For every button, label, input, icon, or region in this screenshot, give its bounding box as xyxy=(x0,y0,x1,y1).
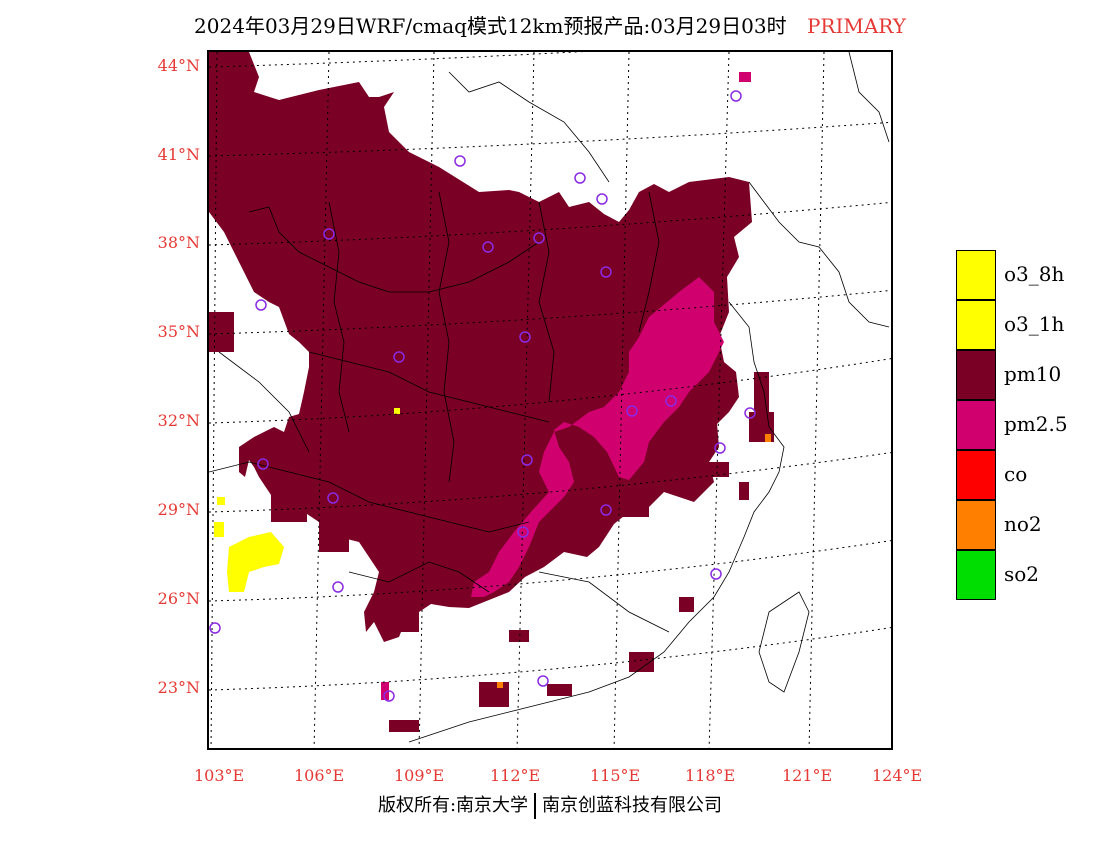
map-title: 2024年03月29日WRF/cmaq模式12km预报产品:03月29日03时 … xyxy=(0,10,1100,39)
pm25-patch xyxy=(381,682,389,700)
pollutant-legend: o3_8h o3_1h pm10 pm2.5 co no2 so2 xyxy=(956,250,1096,600)
boundary-lines xyxy=(209,52,890,743)
title-primary-tag: PRIMARY xyxy=(806,14,906,38)
lat-label-35: 35°N xyxy=(157,322,200,341)
o3-patch xyxy=(217,497,225,505)
map-canvas xyxy=(209,52,891,748)
footer-divider xyxy=(534,793,537,819)
station-markers xyxy=(209,90,756,702)
pm25-patch xyxy=(739,72,751,82)
legend-swatch xyxy=(956,550,996,600)
pm10-patch xyxy=(679,597,694,612)
no2-patch xyxy=(765,434,771,442)
lon-label-106: 106°E xyxy=(294,766,345,785)
legend-label: no2 xyxy=(1004,512,1042,536)
pm10-patch xyxy=(547,684,572,696)
legend-label: pm2.5 xyxy=(1004,412,1068,436)
legend-item-pm25: pm2.5 xyxy=(956,400,1096,450)
lat-label-44: 44°N xyxy=(157,56,200,75)
pm10-patch xyxy=(619,502,649,517)
lat-label-38: 38°N xyxy=(157,233,200,252)
legend-item-o3-8h: o3_8h xyxy=(956,250,1096,300)
legend-label: o3_1h xyxy=(1004,312,1065,336)
lat-label-23: 23°N xyxy=(157,678,200,697)
lon-label-112: 112°E xyxy=(490,766,541,785)
pm10-patch xyxy=(389,720,419,732)
legend-item-no2: no2 xyxy=(956,500,1096,550)
pm10-patch xyxy=(739,482,749,500)
lon-label-115: 115°E xyxy=(590,766,641,785)
legend-swatch xyxy=(956,450,996,500)
lat-label-26: 26°N xyxy=(157,589,200,608)
o3-patch xyxy=(214,522,224,537)
legend-swatch xyxy=(956,400,996,450)
lon-label-109: 109°E xyxy=(394,766,445,785)
copyright-footer: 版权所有:南京大学 南京创蓝科技有限公司 xyxy=(0,791,1100,819)
legend-label: pm10 xyxy=(1004,362,1062,386)
pm10-patch xyxy=(479,682,509,707)
legend-label: co xyxy=(1004,462,1028,486)
lat-label-29: 29°N xyxy=(157,500,200,519)
legend-item-so2: so2 xyxy=(956,550,1096,600)
lon-label-121: 121°E xyxy=(782,766,833,785)
copyright-right: 南京创蓝科技有限公司 xyxy=(542,795,723,816)
legend-swatch xyxy=(956,250,996,300)
pm25-region xyxy=(471,277,724,597)
forecast-map xyxy=(207,50,893,750)
lon-label-103: 103°E xyxy=(194,766,245,785)
pm10-patch xyxy=(629,652,654,672)
pm10-patch xyxy=(319,522,349,552)
copyright-left: 版权所有:南京大学 xyxy=(377,795,529,816)
lon-label-124: 124°E xyxy=(872,766,923,785)
pm10-patch xyxy=(271,492,307,522)
pm10-patch xyxy=(509,630,529,642)
lat-label-32: 32°N xyxy=(157,411,200,430)
longitude-gridlines xyxy=(210,52,825,748)
no2-patch xyxy=(497,682,503,688)
legend-label: o3_8h xyxy=(1004,262,1065,286)
o3-region xyxy=(227,532,284,592)
o3-patch xyxy=(394,408,400,414)
lon-label-118: 118°E xyxy=(685,766,736,785)
legend-item-co: co xyxy=(956,450,1096,500)
pm10-patch xyxy=(389,592,419,632)
legend-item-o3-1h: o3_1h xyxy=(956,300,1096,350)
legend-swatch xyxy=(956,300,996,350)
title-text: 2024年03月29日WRF/cmaq模式12km预报产品:03月29日03时 xyxy=(194,14,787,38)
pm10-patch xyxy=(754,372,769,412)
pm10-patch xyxy=(209,312,234,352)
legend-label: so2 xyxy=(1004,562,1040,586)
legend-item-pm10: pm10 xyxy=(956,350,1096,400)
pm10-region xyxy=(209,52,752,642)
latitude-gridlines xyxy=(209,52,891,691)
lat-label-41: 41°N xyxy=(157,145,200,164)
legend-swatch xyxy=(956,350,996,400)
pm10-patch xyxy=(699,462,729,477)
legend-swatch xyxy=(956,500,996,550)
